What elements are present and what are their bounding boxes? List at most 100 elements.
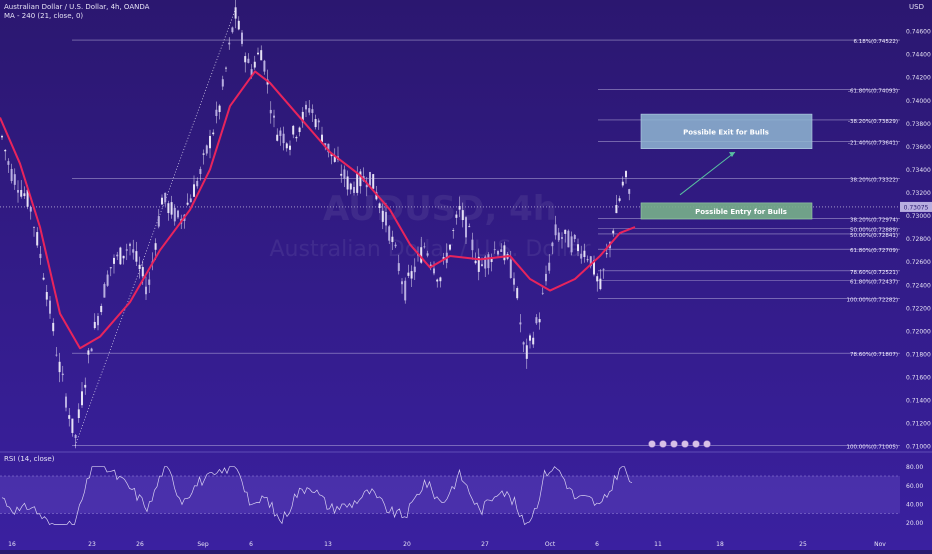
candle-body	[589, 256, 592, 267]
y-tick-label: 0.73600	[906, 144, 931, 151]
candle-body	[65, 396, 67, 408]
candle-body	[375, 192, 378, 200]
projection-arrow-head	[729, 152, 735, 158]
candle-body	[561, 237, 563, 239]
candle-body	[497, 251, 499, 255]
candle-body	[353, 186, 355, 193]
candle-body	[385, 212, 387, 226]
candle-body	[7, 161, 10, 165]
candle-body	[474, 260, 477, 264]
candle-body	[279, 130, 282, 136]
candle-body	[148, 279, 151, 285]
candle-body	[423, 246, 426, 248]
candle-body	[413, 266, 416, 273]
candle-body	[282, 133, 285, 144]
candle-body	[519, 322, 522, 325]
candle-body	[343, 169, 346, 179]
candle-body	[253, 61, 256, 68]
rsi-band	[0, 476, 900, 514]
candle-body	[218, 105, 221, 113]
candle-body	[97, 316, 99, 326]
candle-body	[132, 249, 135, 253]
watermark-name: Australian Dollar / U.S. Dollar	[270, 237, 592, 262]
trend-line	[74, 10, 236, 446]
candle-body	[397, 263, 400, 271]
candle-body	[157, 216, 160, 227]
candle-body	[564, 229, 567, 234]
rsi-line	[1, 466, 633, 526]
candle-body	[391, 236, 394, 243]
candle-body	[554, 224, 557, 236]
y-tick-label: 0.74400	[906, 52, 931, 59]
x-tick-label: 6	[595, 541, 599, 548]
candle-body	[212, 132, 215, 135]
entry-zone-box	[640, 202, 813, 220]
fib-level-label: 38.20%(0.73322)	[850, 177, 898, 183]
candle-body	[285, 143, 288, 149]
candle-body	[167, 203, 170, 214]
fib-level-label: 61.80%(0.72437)	[850, 280, 898, 286]
y-tick-label: 0.72000	[906, 328, 931, 335]
candle-body	[311, 109, 314, 113]
rsi-tick-label: 60.00	[906, 483, 923, 490]
candle-body	[500, 249, 503, 252]
x-tick-label: 20	[403, 541, 411, 548]
candle-body	[314, 119, 317, 128]
candle-body	[87, 350, 90, 355]
x-tick-label: 6	[249, 541, 253, 548]
candle-body	[327, 143, 330, 153]
candle-body	[74, 434, 77, 438]
candle-body	[113, 257, 115, 264]
candle-body	[359, 171, 362, 187]
fib-level-label: 78.60%(0.71807)	[850, 352, 898, 358]
candle-body	[135, 251, 138, 262]
y-tick-label: 0.71200	[906, 421, 931, 428]
candle-body	[599, 278, 602, 290]
candle-body	[205, 145, 208, 154]
candle-body	[199, 169, 202, 175]
candle-body	[516, 288, 519, 299]
candle-body	[529, 335, 531, 341]
candle-body	[356, 172, 359, 193]
candle-body	[228, 42, 231, 45]
candle-body	[570, 236, 573, 253]
x-tick-label: 13	[324, 541, 332, 548]
candle-body	[61, 373, 64, 376]
y-tick-label: 0.73800	[906, 121, 931, 128]
candle-body	[202, 153, 205, 155]
fib-level-label: 38.20%(0.72974)	[850, 218, 898, 224]
candle-body	[177, 210, 179, 218]
fib-level-label: -21.40%(0.73641)	[848, 141, 898, 147]
candle-body	[602, 268, 605, 270]
ma-indicator-label[interactable]: MA - 240 (21, close, 0)	[4, 12, 84, 20]
candle-body	[305, 104, 307, 110]
candle-body	[244, 56, 247, 63]
x-tick-label: Oct	[545, 541, 556, 548]
rsi-tick-label: 20.00	[906, 520, 923, 527]
candle-body	[455, 214, 458, 218]
candle-body	[186, 202, 189, 205]
rsi-indicator-label[interactable]: RSI (14, close)	[4, 455, 55, 463]
x-tick-label: 18	[716, 541, 724, 548]
candle-body	[116, 254, 119, 257]
candle-body	[580, 253, 583, 259]
candle-body	[509, 259, 512, 278]
y-tick-label: 0.72400	[906, 282, 931, 289]
candle-body	[388, 226, 391, 241]
exit-zone-box	[640, 113, 813, 149]
candle-body	[346, 176, 349, 190]
candle-body	[13, 174, 16, 185]
x-tick-label: 11	[654, 541, 662, 548]
candle-body	[68, 415, 71, 419]
y-tick-label: 0.71000	[906, 444, 931, 451]
candle-body	[525, 345, 528, 359]
candle-body	[269, 109, 272, 114]
candle-body	[532, 337, 535, 345]
candle-body	[10, 168, 13, 182]
candle-body	[420, 247, 423, 263]
fib-level-label: -61.80%(0.74093)	[848, 89, 898, 95]
candle-body	[378, 203, 381, 209]
candle-body	[241, 32, 243, 44]
